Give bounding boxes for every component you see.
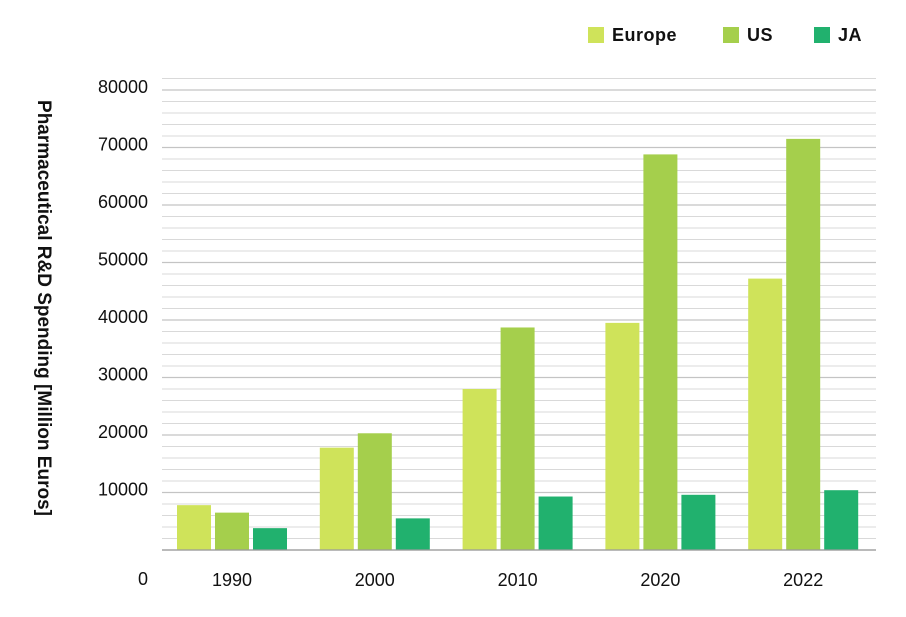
legend: Europe US JA: [588, 25, 862, 45]
legend-swatch-us: [723, 27, 739, 43]
bar-us-2010: [500, 327, 535, 550]
legend-label-us: US: [747, 25, 773, 45]
x-tick-label: 2000: [355, 570, 395, 590]
y-tick-label: 80000: [98, 77, 148, 97]
legend-label-europe: Europe: [612, 25, 677, 45]
axes: 0 10000 20000 30000 40000 50000 60000 70000 8000…: [98, 77, 876, 590]
bar-ja-2000: [395, 518, 430, 550]
bar-us-2020: [643, 154, 678, 550]
bar-ja-2020: [681, 494, 716, 550]
y-tick-label: 0: [138, 569, 148, 589]
x-tick-label: 2022: [783, 570, 823, 590]
y-axis-label: Pharmaceutical R&D Spending [Million Eur…: [33, 100, 54, 516]
x-tick-label: 2010: [498, 570, 538, 590]
bar-ja-2022: [824, 490, 859, 550]
bar-ja-2010: [538, 496, 573, 550]
y-tick-label: 50000: [98, 249, 148, 269]
bar-europe-2022: [748, 278, 783, 550]
legend-swatch-europe: [588, 27, 604, 43]
y-tick-label: 10000: [98, 479, 148, 499]
bar-us-2000: [357, 433, 392, 550]
legend-swatch-ja: [814, 27, 830, 43]
bar-us-2022: [786, 138, 821, 550]
bar-europe-2000: [319, 447, 354, 550]
y-tick-label: 70000: [98, 134, 148, 154]
y-tick-label: 20000: [98, 422, 148, 442]
bar-europe-1990: [177, 505, 211, 550]
y-tick-label: 30000: [98, 364, 148, 384]
legend-label-ja: JA: [838, 25, 862, 45]
x-tick-label: 1990: [212, 570, 252, 590]
bars: [177, 138, 859, 550]
bar-europe-2020: [605, 322, 640, 550]
x-tick-label: 2020: [640, 570, 680, 590]
bar-us-1990: [215, 512, 249, 550]
bar-ja-1990: [253, 528, 287, 550]
y-tick-label: 40000: [98, 307, 148, 327]
bar-europe-2010: [462, 389, 497, 550]
y-tick-label: 60000: [98, 192, 148, 212]
